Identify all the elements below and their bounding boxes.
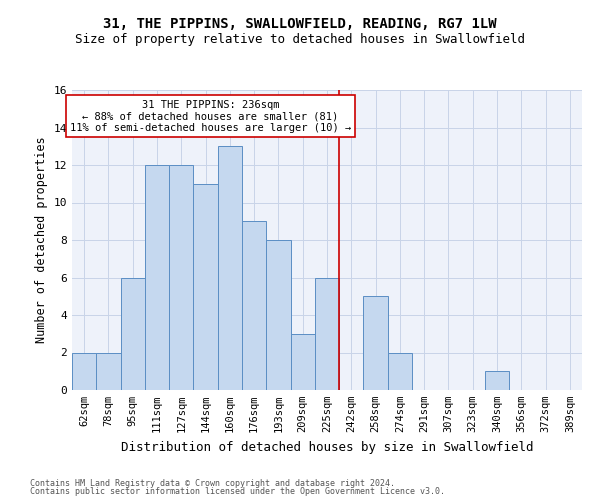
Bar (218, 146, 242, 390)
Text: 31 THE PIPPINS: 236sqm
← 88% of detached houses are smaller (81)
11% of semi-det: 31 THE PIPPINS: 236sqm ← 88% of detached… (70, 100, 351, 133)
Bar (315, 278, 339, 390)
Text: Size of property relative to detached houses in Swallowfield: Size of property relative to detached ho… (75, 32, 525, 46)
Bar (290, 334, 315, 390)
Bar (364, 296, 388, 390)
Bar (145, 165, 169, 390)
Bar (193, 184, 218, 390)
Text: Contains HM Land Registry data © Crown copyright and database right 2024.: Contains HM Land Registry data © Crown c… (30, 478, 395, 488)
Bar (169, 165, 193, 390)
Text: Contains public sector information licensed under the Open Government Licence v3: Contains public sector information licen… (30, 487, 445, 496)
Bar (485, 371, 509, 390)
Bar (388, 352, 412, 390)
Bar (266, 240, 290, 390)
Bar (242, 221, 266, 390)
Bar (72, 352, 96, 390)
Y-axis label: Number of detached properties: Number of detached properties (35, 136, 48, 344)
Bar (96, 352, 121, 390)
X-axis label: Distribution of detached houses by size in Swallowfield: Distribution of detached houses by size … (121, 440, 533, 454)
Text: 31, THE PIPPINS, SWALLOWFIELD, READING, RG7 1LW: 31, THE PIPPINS, SWALLOWFIELD, READING, … (103, 18, 497, 32)
Bar (121, 278, 145, 390)
